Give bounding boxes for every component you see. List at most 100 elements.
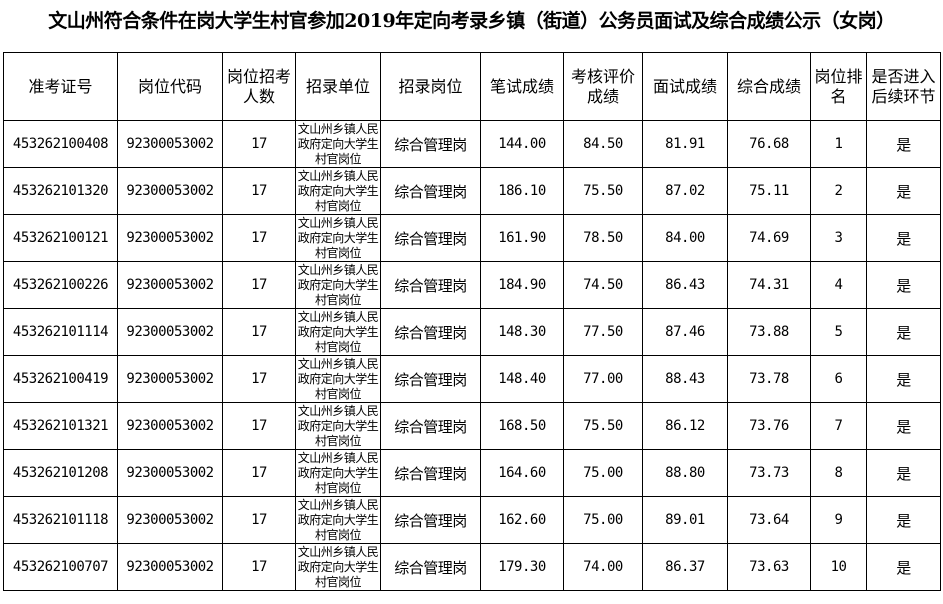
cell-written-score: 184.90 bbox=[480, 261, 564, 309]
cell-recruiting-unit: 文山州乡镇人民政府定向大学生村官岗位 bbox=[295, 167, 381, 215]
table-row: 453262101208 92300053002 17 文山州乡镇人民政府定向大学生村… bbox=[3, 449, 941, 497]
cell-exam-id: 453262100408 bbox=[3, 120, 118, 168]
table-row: 453262101321 92300053002 17 文山州乡镇人民政府定向大学生村… bbox=[3, 402, 941, 450]
cell-recruiting-unit: 文山州乡镇人民政府定向大学生村官岗位 bbox=[295, 543, 381, 591]
cell-quota: 17 bbox=[222, 355, 296, 403]
cell-advance: 是 bbox=[866, 261, 941, 309]
header-interview-score: 面试成绩 bbox=[642, 52, 728, 121]
cell-interview-score: 86.37 bbox=[642, 543, 728, 591]
cell-rank: 2 bbox=[810, 167, 867, 215]
cell-evaluation-score: 84.50 bbox=[563, 120, 643, 168]
cell-rank: 10 bbox=[810, 543, 867, 591]
header-recruiting-unit: 招录单位 bbox=[295, 52, 381, 121]
cell-quota: 17 bbox=[222, 543, 296, 591]
header-position-code: 岗位代码 bbox=[117, 52, 223, 121]
cell-total-score: 73.78 bbox=[727, 355, 811, 403]
cell-total-score: 75.11 bbox=[727, 167, 811, 215]
cell-interview-score: 89.01 bbox=[642, 496, 728, 544]
cell-recruiting-unit: 文山州乡镇人民政府定向大学生村官岗位 bbox=[295, 402, 381, 450]
header-written-score: 笔试成绩 bbox=[480, 52, 564, 121]
header-advance: 是否进入后续环节 bbox=[866, 52, 941, 121]
cell-rank: 9 bbox=[810, 496, 867, 544]
cell-interview-score: 86.12 bbox=[642, 402, 728, 450]
cell-position: 综合管理岗 bbox=[380, 449, 481, 497]
results-table: 准考证号 岗位代码 岗位招考人数 招录单位 招录岗位 笔试成绩 考核评价成绩 面试成绩 综合成绩… bbox=[3, 52, 941, 591]
cell-position-code: 92300053002 bbox=[117, 214, 223, 262]
cell-exam-id: 453262101208 bbox=[3, 449, 118, 497]
cell-position-code: 92300053002 bbox=[117, 449, 223, 497]
cell-rank: 8 bbox=[810, 449, 867, 497]
cell-written-score: 168.50 bbox=[480, 402, 564, 450]
cell-position: 综合管理岗 bbox=[380, 402, 481, 450]
table-row: 453262101320 92300053002 17 文山州乡镇人民政府定向大学生村… bbox=[3, 167, 941, 215]
cell-total-score: 76.68 bbox=[727, 120, 811, 168]
cell-recruiting-unit: 文山州乡镇人民政府定向大学生村官岗位 bbox=[295, 308, 381, 356]
header-row: 准考证号 岗位代码 岗位招考人数 招录单位 招录岗位 笔试成绩 考核评价成绩 面试成绩 综合成绩… bbox=[3, 52, 941, 121]
cell-total-score: 73.73 bbox=[727, 449, 811, 497]
cell-position-code: 92300053002 bbox=[117, 308, 223, 356]
cell-evaluation-score: 75.00 bbox=[563, 496, 643, 544]
cell-position: 综合管理岗 bbox=[380, 355, 481, 403]
cell-total-score: 73.63 bbox=[727, 543, 811, 591]
cell-position-code: 92300053002 bbox=[117, 543, 223, 591]
cell-advance: 是 bbox=[866, 355, 941, 403]
cell-quota: 17 bbox=[222, 308, 296, 356]
table-row: 453262100707 92300053002 17 文山州乡镇人民政府定向大学生村… bbox=[3, 543, 941, 591]
cell-interview-score: 87.02 bbox=[642, 167, 728, 215]
cell-quota: 17 bbox=[222, 167, 296, 215]
cell-evaluation-score: 75.50 bbox=[563, 167, 643, 215]
cell-quota: 17 bbox=[222, 496, 296, 544]
cell-quota: 17 bbox=[222, 449, 296, 497]
cell-total-score: 73.88 bbox=[727, 308, 811, 356]
cell-interview-score: 81.91 bbox=[642, 120, 728, 168]
cell-position: 综合管理岗 bbox=[380, 543, 481, 591]
cell-written-score: 162.60 bbox=[480, 496, 564, 544]
cell-advance: 是 bbox=[866, 214, 941, 262]
cell-interview-score: 88.80 bbox=[642, 449, 728, 497]
table-row: 453262101114 92300053002 17 文山州乡镇人民政府定向大学生村… bbox=[3, 308, 941, 356]
table-row: 453262100226 92300053002 17 文山州乡镇人民政府定向大学生村… bbox=[3, 261, 941, 309]
table-row: 453262100419 92300053002 17 文山州乡镇人民政府定向大学生村… bbox=[3, 355, 941, 403]
cell-exam-id: 453262101118 bbox=[3, 496, 118, 544]
cell-exam-id: 453262101320 bbox=[3, 167, 118, 215]
cell-recruiting-unit: 文山州乡镇人民政府定向大学生村官岗位 bbox=[295, 496, 381, 544]
header-evaluation-score: 考核评价成绩 bbox=[563, 52, 643, 121]
header-exam-id: 准考证号 bbox=[3, 52, 118, 121]
cell-rank: 6 bbox=[810, 355, 867, 403]
cell-total-score: 74.31 bbox=[727, 261, 811, 309]
cell-interview-score: 84.00 bbox=[642, 214, 728, 262]
cell-position-code: 92300053002 bbox=[117, 167, 223, 215]
cell-written-score: 179.30 bbox=[480, 543, 564, 591]
cell-total-score: 74.69 bbox=[727, 214, 811, 262]
cell-rank: 4 bbox=[810, 261, 867, 309]
cell-advance: 是 bbox=[866, 449, 941, 497]
cell-exam-id: 453262100419 bbox=[3, 355, 118, 403]
cell-evaluation-score: 78.50 bbox=[563, 214, 643, 262]
cell-advance: 是 bbox=[866, 167, 941, 215]
table-row: 453262100408 92300053002 17 文山州乡镇人民政府定向大学生村… bbox=[3, 120, 941, 168]
cell-position-code: 92300053002 bbox=[117, 355, 223, 403]
cell-exam-id: 453262100121 bbox=[3, 214, 118, 262]
cell-evaluation-score: 77.50 bbox=[563, 308, 643, 356]
cell-evaluation-score: 75.50 bbox=[563, 402, 643, 450]
cell-position: 综合管理岗 bbox=[380, 496, 481, 544]
cell-position: 综合管理岗 bbox=[380, 308, 481, 356]
cell-recruiting-unit: 文山州乡镇人民政府定向大学生村官岗位 bbox=[295, 355, 381, 403]
cell-quota: 17 bbox=[222, 214, 296, 262]
cell-position-code: 92300053002 bbox=[117, 402, 223, 450]
cell-advance: 是 bbox=[866, 496, 941, 544]
cell-written-score: 144.00 bbox=[480, 120, 564, 168]
cell-total-score: 73.64 bbox=[727, 496, 811, 544]
cell-advance: 是 bbox=[866, 402, 941, 450]
header-position: 招录岗位 bbox=[380, 52, 481, 121]
cell-exam-id: 453262101114 bbox=[3, 308, 118, 356]
table-row: 453262101118 92300053002 17 文山州乡镇人民政府定向大学生村… bbox=[3, 496, 941, 544]
cell-evaluation-score: 75.00 bbox=[563, 449, 643, 497]
cell-rank: 5 bbox=[810, 308, 867, 356]
header-quota: 岗位招考人数 bbox=[222, 52, 296, 121]
cell-advance: 是 bbox=[866, 120, 941, 168]
cell-written-score: 148.40 bbox=[480, 355, 564, 403]
cell-written-score: 161.90 bbox=[480, 214, 564, 262]
cell-position: 综合管理岗 bbox=[380, 261, 481, 309]
cell-position-code: 92300053002 bbox=[117, 261, 223, 309]
